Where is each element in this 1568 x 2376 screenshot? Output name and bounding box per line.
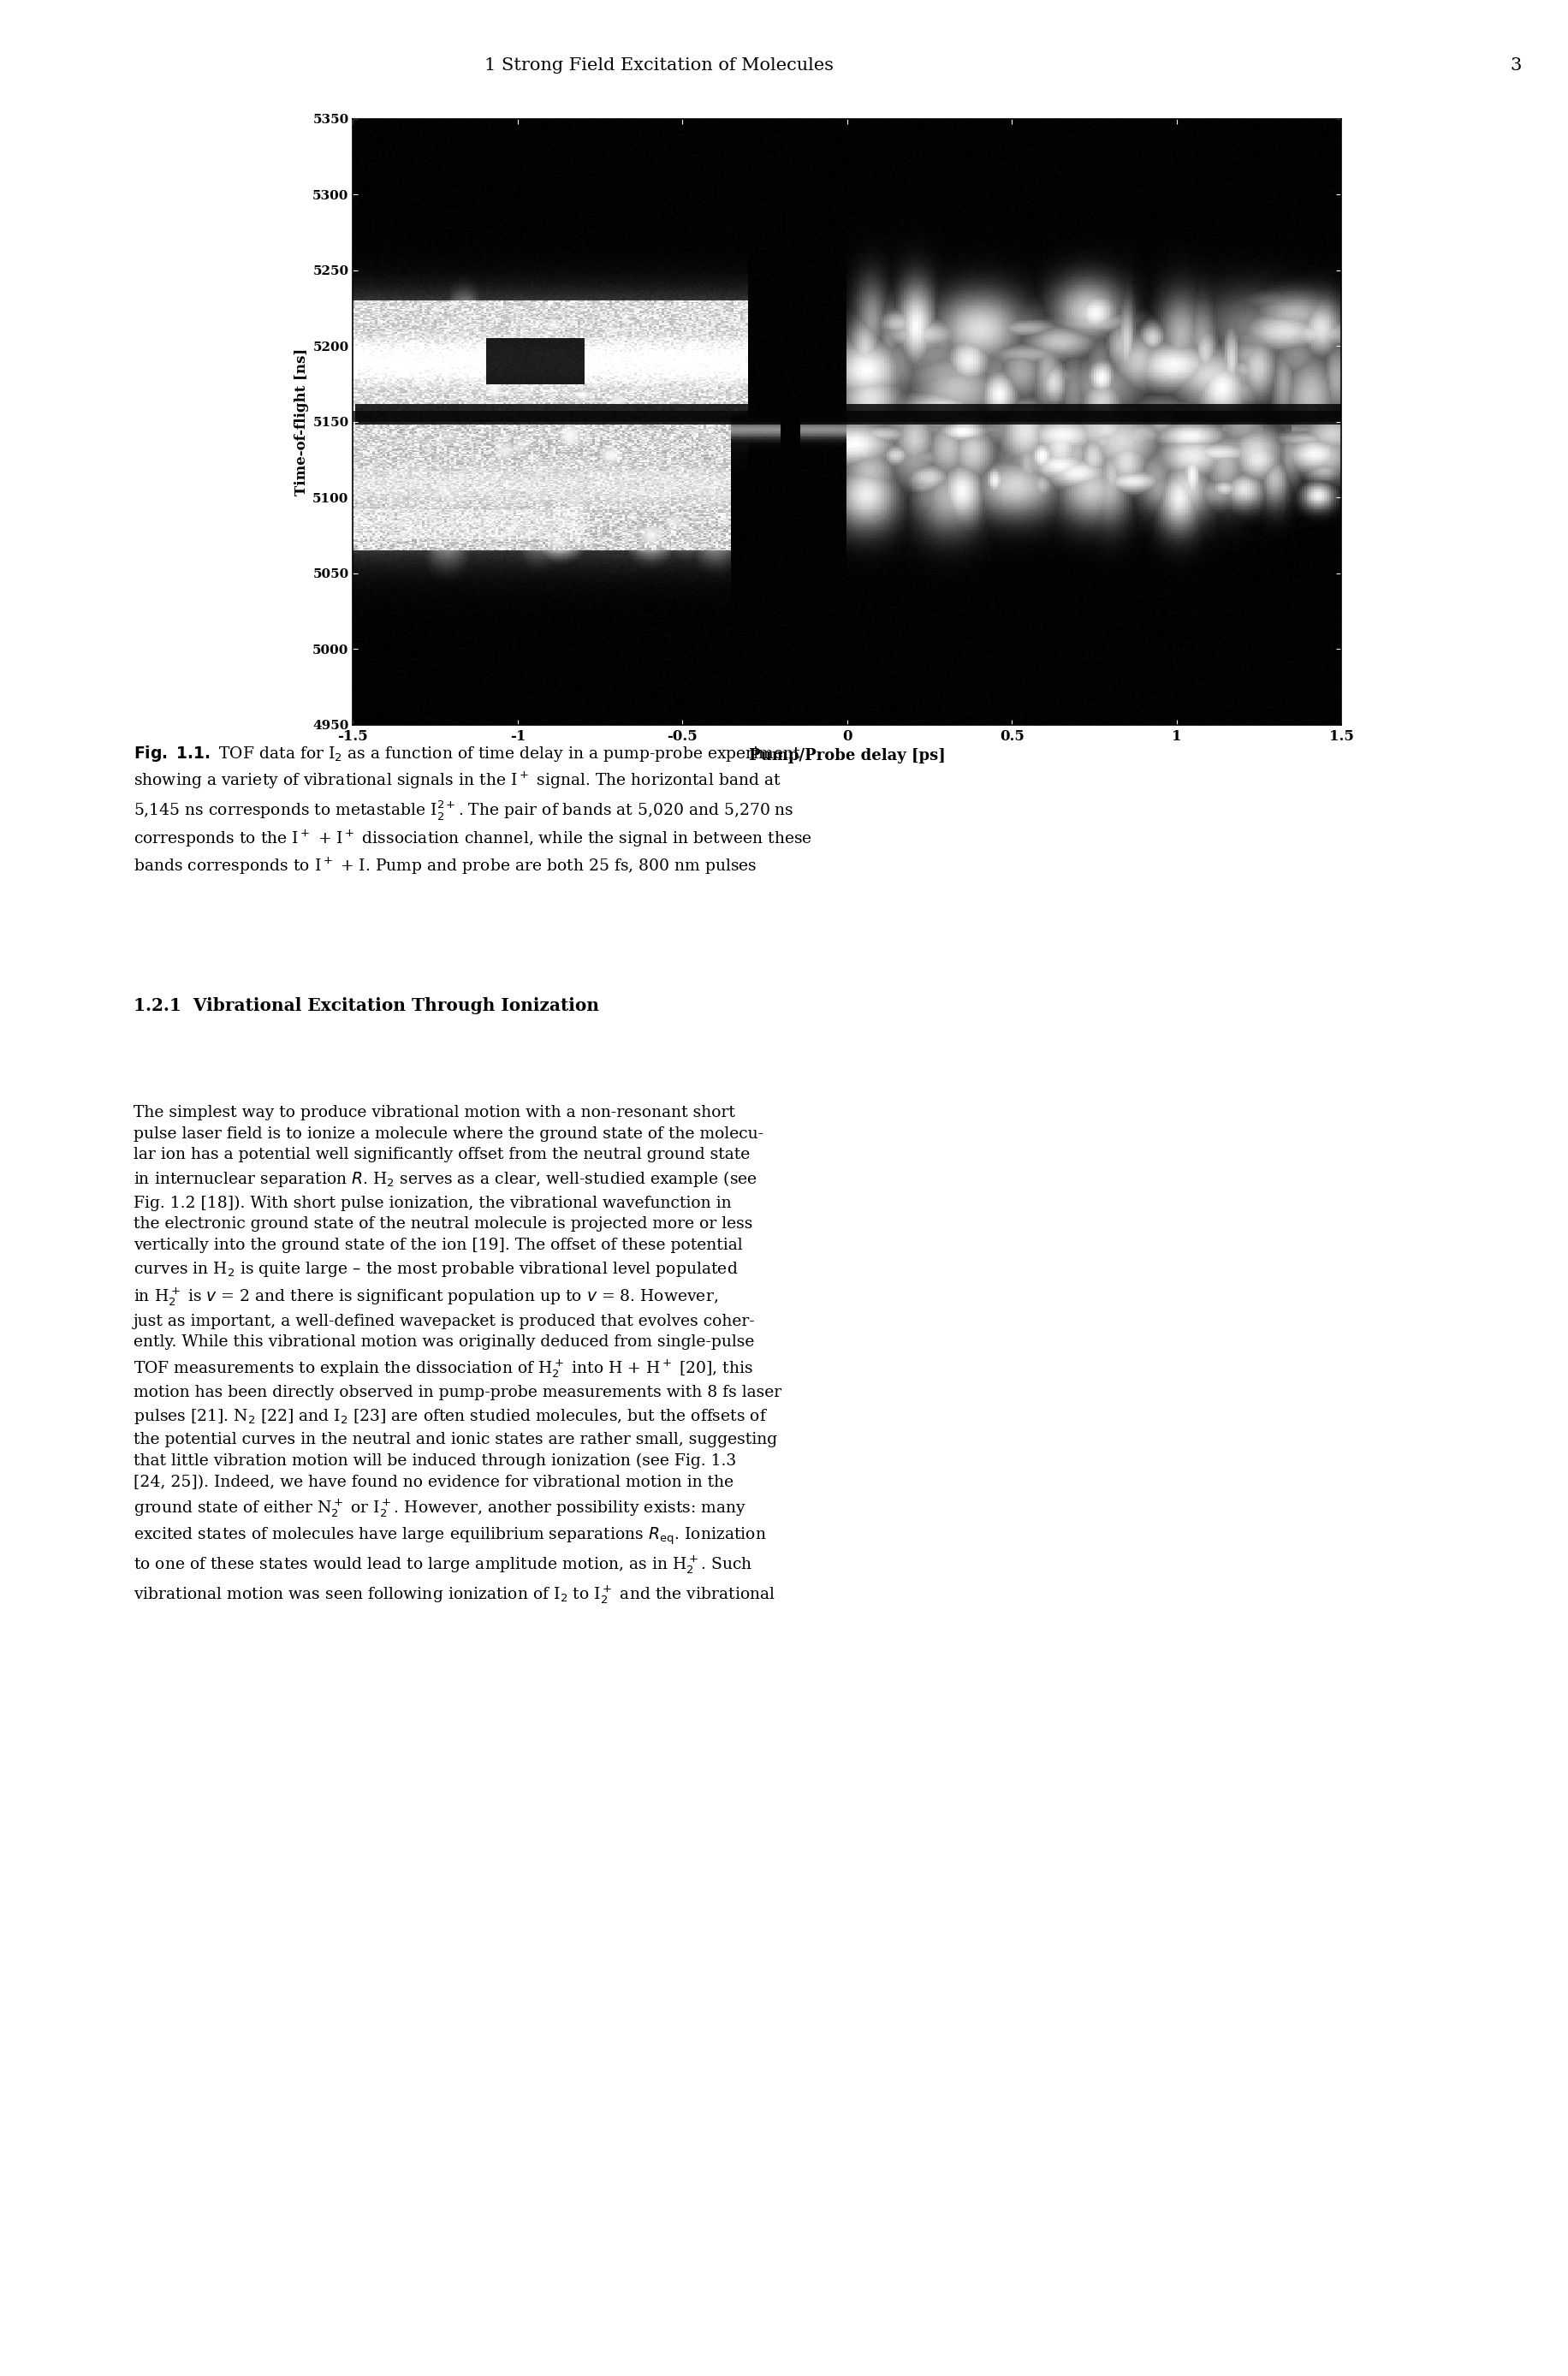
Text: 1 Strong Field Excitation of Molecules: 1 Strong Field Excitation of Molecules: [485, 57, 833, 74]
Text: 3: 3: [1510, 57, 1521, 74]
Text: The simplest way to produce vibrational motion with a non-resonant short
pulse l: The simplest way to produce vibrational …: [133, 1105, 781, 1606]
Text: $\mathbf{Fig.\ 1.1.}$ TOF data for I$_2$ as a function of time delay in a pump-p: $\mathbf{Fig.\ 1.1.}$ TOF data for I$_2$…: [133, 744, 812, 877]
Y-axis label: Time-of-flight [ns]: Time-of-flight [ns]: [295, 347, 309, 497]
Text: 1.2.1  Vibrational Excitation Through Ionization: 1.2.1 Vibrational Excitation Through Ion…: [133, 998, 599, 1015]
X-axis label: Pump/Probe delay [ps]: Pump/Probe delay [ps]: [748, 748, 946, 763]
